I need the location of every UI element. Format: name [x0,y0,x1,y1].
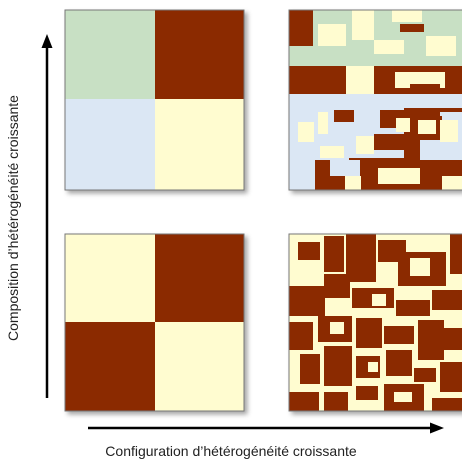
y-axis-label: Composition d’hétérogénéité croissante [5,95,21,341]
y-axis-arrow [41,34,53,398]
bottom-left-panel [64,233,245,412]
brown-cell [155,234,244,322]
blue-cell [65,99,155,190]
cream-cell [155,322,244,411]
cream-cell [65,234,155,322]
cream-cell [155,99,244,190]
x-axis-arrow [88,422,444,434]
panel-border [288,233,462,412]
x-axis-label: Configuration d’hétérogénéité croissante [105,443,357,459]
panel-border [64,233,245,412]
brown-cell [65,322,155,411]
green-cell [65,10,155,99]
top-left-panel [64,9,245,191]
bottom-right-panel [288,233,462,412]
brown-cell [155,10,244,99]
top-right-panel [288,9,462,191]
panel-border [64,9,245,191]
panel-border [288,9,462,191]
